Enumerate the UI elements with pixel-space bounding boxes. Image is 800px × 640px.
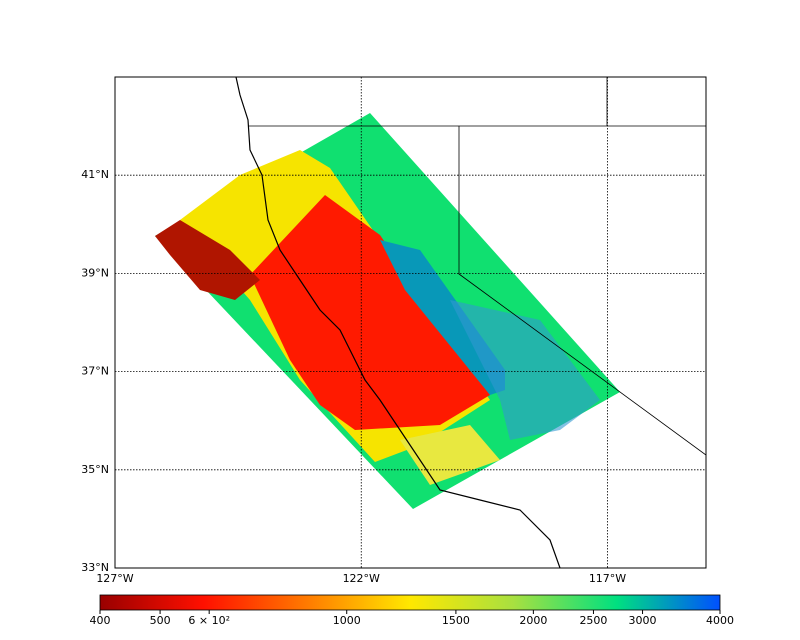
colorbar-tick-label: 6 × 10²	[188, 614, 230, 627]
colorbar-tick-label: 400	[90, 614, 111, 627]
colorbar-tick-label: 3000	[629, 614, 657, 627]
swath-blue	[380, 240, 505, 395]
y-tick-label: 33°N	[81, 561, 109, 574]
x-tick-label: 127°W	[96, 572, 133, 585]
colorbar-tick-label: 4000	[706, 614, 734, 627]
colorbar-tick-label: 1000	[333, 614, 361, 627]
x-tick-label: 117°W	[589, 572, 626, 585]
colorbar	[99, 594, 721, 611]
colorbar-tick-label: 1500	[442, 614, 470, 627]
swath-blue2	[450, 300, 600, 440]
colorbar-tick-label: 500	[150, 614, 171, 627]
state-border	[458, 126, 706, 456]
swath-darkred	[155, 220, 260, 300]
coastline	[235, 77, 561, 568]
y-tick-label: 35°N	[81, 463, 109, 476]
x-tick-label: 122°W	[343, 572, 380, 585]
y-tick-label: 39°N	[81, 266, 109, 279]
colorbar-tick-label: 2000	[519, 614, 547, 627]
colorbar-tick-label: 2500	[579, 614, 607, 627]
y-tick-label: 41°N	[81, 168, 109, 181]
y-tick-label: 37°N	[81, 365, 109, 378]
map-content	[155, 77, 706, 568]
